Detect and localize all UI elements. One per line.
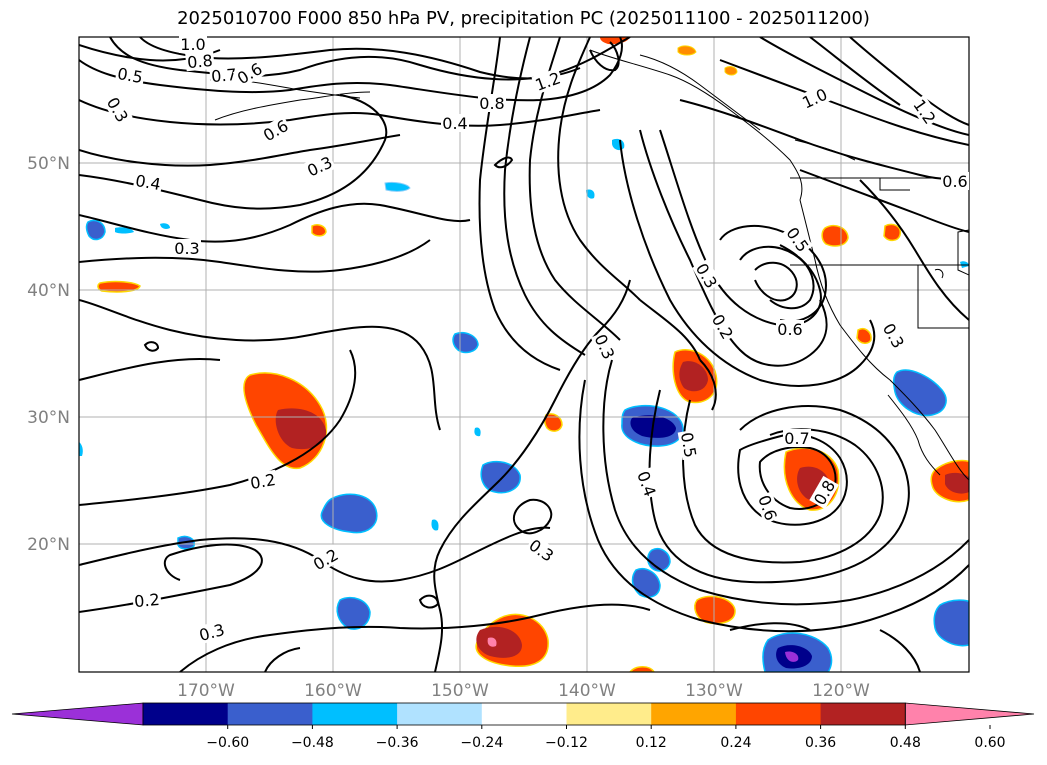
contour-label-bg: [247, 469, 279, 493]
contour-label-bg: [173, 239, 201, 257]
contour-label-bg: [941, 172, 969, 190]
colorbar-swatch: [820, 703, 906, 725]
colorbar-tick-label: 0.60: [974, 735, 1005, 751]
contour-label: 0.5: [677, 431, 700, 459]
contour-label: 0.7: [784, 429, 809, 448]
contour-label-bg: [478, 94, 506, 112]
contour-label: 1.0: [180, 35, 205, 54]
contour-label-bg: [179, 35, 207, 53]
contour-label-bg: [308, 544, 343, 574]
colorbar-swatch: [735, 703, 822, 725]
colorbar-swatch: [651, 703, 737, 725]
contour-label-bg: [708, 309, 738, 344]
contour-label-bg: [909, 94, 941, 129]
lat-label-30n: 30°N: [27, 408, 70, 428]
lon-label-160w: 160°W: [304, 681, 362, 701]
contour-label: 0.3: [174, 239, 199, 258]
colorbar-frame: [142, 702, 906, 726]
contour-label-bg: [524, 534, 559, 566]
contour-label-bg: [692, 258, 722, 293]
contour-label-bg: [303, 152, 337, 181]
lon-label-130w: 130°W: [685, 681, 743, 701]
lon-label-150w: 150°W: [431, 681, 489, 701]
contour-label-bg: [798, 84, 832, 113]
colorbar: −0.60 −0.48 −0.36 −0.24 −0.12 0.12 0.24 0.36 0.4…: [11, 702, 1035, 751]
contour-label-bg: [232, 58, 267, 88]
contour-label-bg: [754, 491, 782, 524]
contour-label-bg: [132, 589, 162, 611]
lat-label-40n: 40°N: [27, 281, 70, 301]
lat-label-50n: 50°N: [27, 154, 70, 174]
map-area: [79, 37, 969, 672]
coastlines: [209, 49, 969, 481]
contour-label: 0.6: [777, 320, 802, 339]
colorbar-swatch: [312, 703, 398, 725]
contour-label: 0.2: [133, 590, 160, 611]
colorbar-tick-label: −0.12: [545, 735, 588, 751]
contour-label: 0.4: [442, 114, 467, 133]
colorbar-swatch: [143, 703, 229, 725]
contour-label-bg: [114, 63, 146, 87]
colorbar-tick-label: −0.24: [460, 735, 503, 751]
colorbar-tick-label: 0.12: [636, 735, 667, 751]
contour-label: 0.8: [479, 94, 504, 113]
contour-label-bg: [677, 429, 701, 461]
colorbar-extend-max: [904, 702, 1035, 726]
colorbar-swatch: [481, 703, 567, 725]
contour-label-bg: [531, 67, 564, 95]
contour-label-bg: [776, 320, 804, 338]
contour-label-bg: [132, 170, 164, 194]
contour-label-bg: [185, 50, 215, 72]
colorbar-swatch: [227, 703, 313, 725]
contour-label: 0.4: [134, 171, 162, 194]
contour-label-bg: [782, 222, 814, 257]
colorbar-tick-label: 0.36: [805, 735, 836, 751]
pv-contours: [79, 37, 969, 672]
contour-label-bg: [103, 92, 133, 127]
contour-label: 0.2: [249, 470, 277, 493]
contour-label-bg: [258, 115, 293, 145]
contour-label-bg: [590, 330, 619, 364]
colorbar-tick-label: −0.60: [206, 735, 249, 751]
lon-label-140w: 140°W: [558, 681, 616, 701]
contour-label-bg: [195, 619, 228, 645]
map-title: 2025010700 F000 850 hPa PV, precipitatio…: [177, 8, 870, 29]
colorbar-swatch: [566, 703, 652, 725]
lon-label-170w: 170°W: [177, 681, 235, 701]
contour-label: 0.7: [210, 65, 237, 86]
contour-label: 0.5: [116, 64, 144, 87]
contour-label: 0.8: [186, 51, 213, 72]
lat-label-20n: 20°N: [27, 535, 70, 555]
contour-label-bg: [441, 114, 469, 132]
precip-anomaly-shading: [79, 37, 969, 672]
map-frame: [78, 36, 970, 673]
colorbar-tick-label: 0.24: [720, 735, 751, 751]
contour-label-bg: [879, 318, 909, 353]
contour-label: 0.6: [942, 172, 967, 191]
lon-label-120w: 120°W: [812, 681, 870, 701]
colorbar-tick-label: 0.48: [890, 735, 921, 751]
contour-label-bg: [209, 64, 239, 86]
colorbar-swatch: [397, 703, 483, 725]
contour-label-bg: [633, 467, 661, 500]
colorbar-extend-min: [11, 702, 144, 726]
contour-label-bg: [809, 475, 839, 510]
colorbar-tick-label: −0.36: [376, 735, 419, 751]
contour-label-bg: [783, 429, 811, 447]
colorbar-tick-label: −0.48: [291, 735, 334, 751]
